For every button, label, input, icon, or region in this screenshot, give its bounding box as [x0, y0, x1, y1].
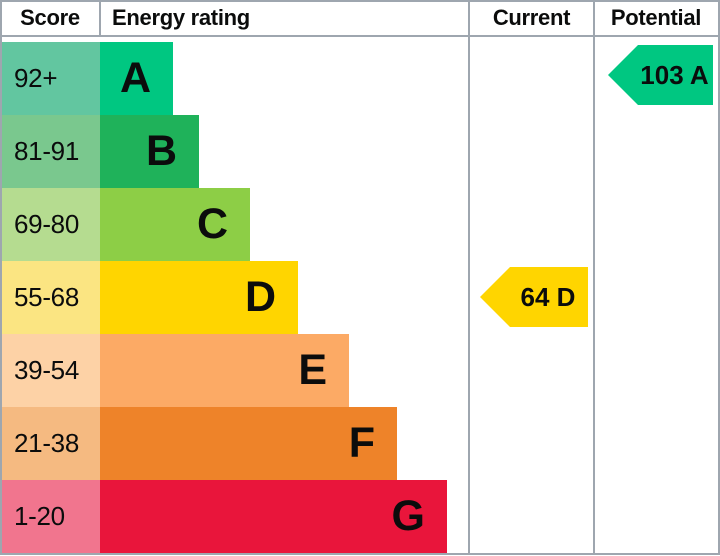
header-potential: Potential [610, 4, 702, 30]
band-score-range: 92+ [2, 42, 100, 115]
column-divider-potential [593, 0, 595, 553]
band-score-range: 69-80 [2, 188, 100, 261]
band-score-range: 1-20 [2, 480, 100, 553]
band-bar-letter: A [100, 42, 173, 115]
band-row-d: 55-68 D [2, 261, 718, 334]
header-energy-rating: Energy rating [112, 4, 250, 30]
border-left [0, 0, 2, 555]
current-rating-label: 64 D [520, 281, 576, 312]
border-top [0, 0, 720, 2]
band-bar-letter: B [100, 115, 199, 188]
potential-rating-label: 103 A [640, 59, 709, 90]
band-bar-letter: D [100, 261, 298, 334]
band-bar-letter: F [100, 407, 397, 480]
band-bar-letter: G [100, 480, 447, 553]
header-current: Current [492, 4, 571, 30]
header-score: Score [20, 4, 80, 30]
band-row-f: 21-38 F [2, 407, 718, 480]
band-bar-letter: C [100, 188, 250, 261]
band-bar-letter: E [100, 334, 349, 407]
column-divider-current [468, 0, 470, 553]
border-right [718, 0, 720, 555]
chart-header: Score Energy rating Current Potential [0, 0, 720, 37]
header-bottom-divider [0, 35, 720, 37]
header-divider-score-energy [99, 0, 101, 37]
band-row-c: 69-80 C [2, 188, 718, 261]
band-score-range: 39-54 [2, 334, 100, 407]
band-row-a: 92+ A [2, 42, 718, 115]
band-row-e: 39-54 E [2, 334, 718, 407]
band-row-g: 1-20 G [2, 480, 718, 553]
band-score-range: 21-38 [2, 407, 100, 480]
band-score-range: 55-68 [2, 261, 100, 334]
border-bottom [0, 553, 720, 555]
band-rows: 92+ A 81-91 B 69-80 C 55-68 D 39-54 E 21… [2, 42, 718, 553]
band-row-b: 81-91 B [2, 115, 718, 188]
band-score-range: 81-91 [2, 115, 100, 188]
